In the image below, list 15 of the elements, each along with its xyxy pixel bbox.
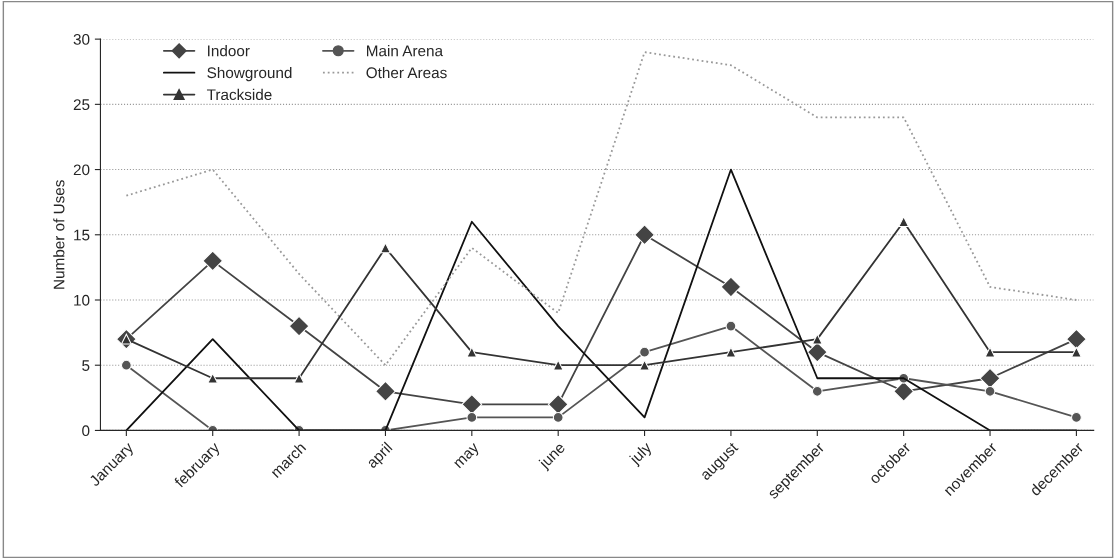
y-tick-label: 5 (82, 360, 90, 371)
y-tick-label: 15 (74, 229, 90, 241)
legend-label: Trackside (206, 88, 272, 101)
x-tick-label: july (628, 440, 655, 468)
y-axis-title: Number of Uses (53, 180, 65, 289)
y-tick-label: 20 (73, 164, 90, 176)
legend-label: Showground (207, 66, 292, 82)
legend-label: Main Arena (367, 45, 444, 57)
legend-label: Other Areas (366, 66, 447, 79)
y-tick-label: 10 (74, 294, 90, 306)
y-tick-label: 0 (82, 425, 90, 437)
y-tick-label: 30 (73, 34, 90, 45)
legend-label: Indoor (208, 45, 250, 57)
y-tick-label: 25 (73, 99, 90, 111)
x-tick-label: may (454, 442, 482, 471)
